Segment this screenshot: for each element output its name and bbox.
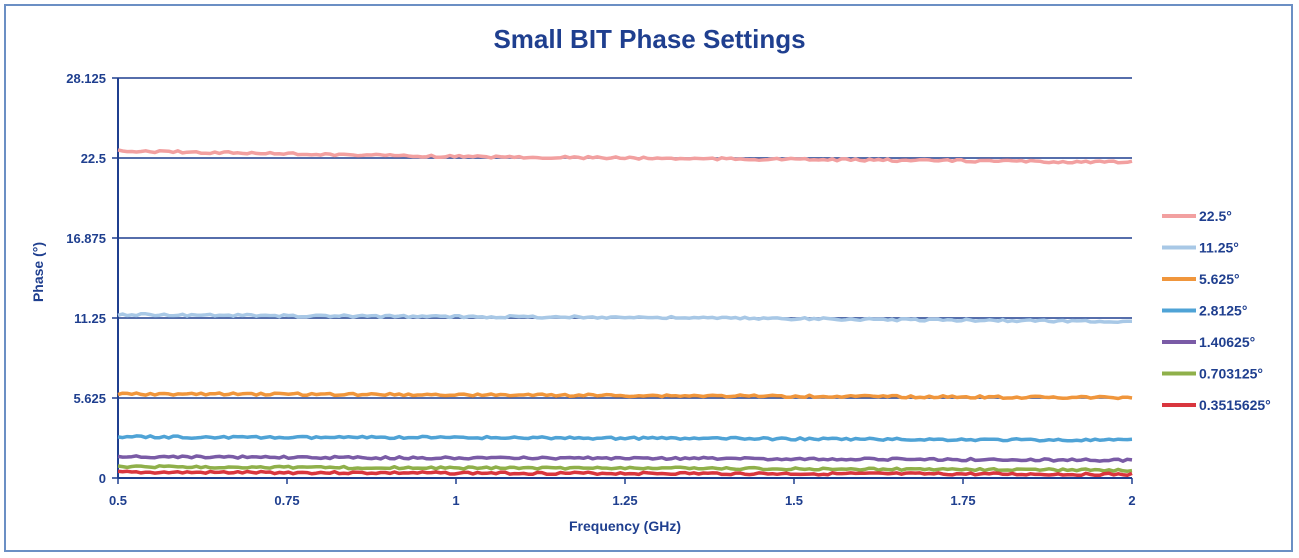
legend-label-6: 0.3515625° — [1199, 397, 1271, 413]
series-line-1 — [117, 312, 1133, 324]
series-line-6 — [117, 469, 1133, 478]
legend-label-0: 22.5° — [1199, 208, 1232, 224]
legend-label-5: 0.703125° — [1199, 366, 1263, 382]
y-tick-label-3: 16.875 — [66, 231, 106, 246]
legend-label-1: 11.25° — [1199, 240, 1239, 256]
x-tick-label-5: 1.75 — [950, 493, 975, 508]
x-axis-label: Frequency (GHz) — [568, 518, 681, 534]
chart-title: Small BIT Phase Settings — [493, 24, 806, 54]
x-tick-label-2: 1 — [452, 493, 459, 508]
series-line-0 — [117, 148, 1133, 165]
y-tick-label-4: 22.5 — [81, 151, 106, 166]
series-line-5 — [117, 464, 1133, 473]
y-tick-label-0: 0 — [99, 471, 106, 486]
y-tick-label-1: 5.625 — [73, 391, 106, 406]
legend-label-3: 2.8125° — [1199, 303, 1247, 319]
x-tick-label-1: 0.75 — [274, 493, 299, 508]
x-tick-label-4: 1.5 — [785, 493, 803, 508]
legend-label-4: 1.40625° — [1199, 334, 1255, 350]
legend-label-2: 5.625° — [1199, 271, 1240, 287]
x-tick-label-3: 1.25 — [612, 493, 637, 508]
x-tick-label-0: 0.5 — [109, 493, 127, 508]
y-tick-label-5: 28.125 — [66, 71, 106, 86]
x-tick-label-6: 2 — [1128, 493, 1135, 508]
y-tick-label-2: 11.25 — [74, 311, 106, 326]
series-line-4 — [117, 454, 1133, 463]
series-line-2 — [117, 391, 1133, 401]
series-line-3 — [117, 434, 1133, 443]
